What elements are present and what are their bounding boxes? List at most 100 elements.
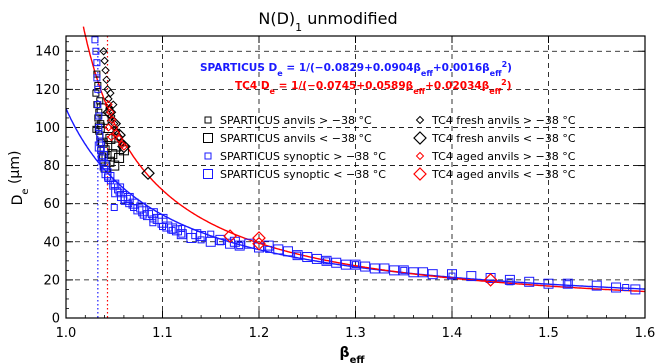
- point-sparticus-synoptic-38-c: [379, 263, 390, 274]
- point-sparticus-synoptic-38-c: [93, 74, 101, 82]
- point-tc4-fresh-anvils-38-c: [102, 105, 117, 120]
- point-sparticus-synoptic-38-c: [427, 269, 438, 280]
- point-sparticus-synoptic-38-c: [389, 265, 400, 276]
- y-label-main: D: [10, 195, 26, 206]
- point-sparticus-anvils-38-c: [92, 89, 100, 97]
- y-tick-label: 20: [43, 273, 60, 288]
- x-tick-label: 1.1: [152, 326, 173, 341]
- tc4-fit-end: ): [507, 80, 512, 92]
- sparticus-fit-mid: +0.0016β: [433, 62, 490, 74]
- point-sparticus-synoptic-38-c: [524, 276, 535, 287]
- x-tick-label: 1.3: [345, 326, 366, 341]
- point-sparticus-synoptic-38-c: [116, 191, 127, 202]
- point-sparticus-anvils-38-c: [94, 82, 102, 90]
- point-tc4-fresh-anvils-38-c: [101, 66, 110, 75]
- y-tick-label: 0: [52, 312, 60, 327]
- point-sparticus-synoptic-38-c: [244, 238, 255, 249]
- point-sparticus-synoptic-38-c: [111, 187, 122, 198]
- point-sparticus-anvils-38-c: [107, 149, 118, 160]
- y-tick-label: 60: [43, 197, 60, 212]
- tc4-fit-equation: TC4 De = 1/(−0.0745+0.0589βeff+0.02034βe…: [235, 78, 512, 96]
- point-sparticus-synoptic-38-c: [292, 250, 303, 261]
- point-tc4-fresh-anvils-38-c: [106, 88, 115, 98]
- point-sparticus-synoptic-38-c: [294, 251, 302, 259]
- point-sparticus-synoptic-38-c: [92, 47, 100, 55]
- point-sparticus-synoptic-38-c: [350, 259, 361, 270]
- tc4-fit-label: TC4 D: [235, 80, 270, 92]
- point-sparticus-synoptic-38-c: [630, 284, 641, 295]
- chart-title: N(D)1 unmodified: [258, 9, 397, 34]
- point-sparticus-synoptic-38-c: [123, 192, 134, 203]
- point-sparticus-synoptic-38-c: [110, 203, 118, 211]
- point-sparticus-synoptic-38-c: [369, 263, 380, 274]
- point-sparticus-synoptic-38-c: [408, 267, 419, 278]
- legend-marker: [413, 131, 427, 145]
- point-sparticus-synoptic-38-c: [94, 101, 102, 109]
- axis-ticks: 1.0 1.1 1.2 1.3 1.4 1.5 1.6 0 20 40 60 80 100 120 140: [35, 36, 655, 341]
- y-label-unit: (μm): [7, 151, 23, 189]
- point-sparticus-synoptic-38-c: [93, 59, 101, 67]
- sparticus-fit-equation: SPARTICUS De = 1/(−0.0829+0.0904βeff+0.0…: [200, 60, 512, 78]
- point-sparticus-synoptic-38-c: [611, 282, 622, 293]
- tc4-fit-mid: +0.02034β: [425, 80, 490, 92]
- point-sparticus-synoptic-38-c: [321, 255, 332, 266]
- legend-label: TC4 aged anvils < −38 °C: [431, 168, 576, 181]
- sparticus-fit-sub2: eff: [490, 69, 502, 78]
- point-tc4-aged-anvils-38-c: [104, 100, 113, 109]
- point-sparticus-synoptic-38-c: [114, 183, 125, 194]
- sparticus-fit-sub1: eff: [421, 69, 433, 78]
- legend-label: SPARTICUS anvils > −38 °C: [220, 114, 372, 127]
- point-sparticus-synoptic-38-c: [136, 202, 147, 213]
- x-label-subscript: eff: [350, 355, 366, 364]
- point-sparticus-synoptic-38-c: [282, 246, 293, 257]
- point-sparticus-synoptic-38-c: [157, 213, 168, 224]
- tc4-fit-sup: 2: [501, 78, 507, 87]
- point-sparticus-synoptic-38-c: [447, 269, 457, 280]
- legend-marker: [415, 115, 425, 125]
- point-sparticus-synoptic-38-c: [400, 266, 408, 274]
- point-sparticus-synoptic-38-c: [562, 278, 573, 289]
- x-tick-label: 1.5: [538, 326, 559, 341]
- point-sparticus-synoptic-38-c: [120, 194, 131, 205]
- grid: [66, 36, 645, 318]
- title-main: N(D): [258, 9, 295, 28]
- point-tc4-aged-anvils-38-c: [104, 123, 113, 132]
- title-subscript: 1: [295, 21, 302, 34]
- point-sparticus-synoptic-38-c: [504, 274, 515, 285]
- sparticus-fit-label: SPARTICUS D: [200, 62, 278, 74]
- point-sparticus-synoptic-38-c: [96, 131, 104, 139]
- x-tick-label: 1.0: [56, 326, 77, 341]
- point-tc4-aged-anvils-38-c: [119, 142, 129, 151]
- point-sparticus-synoptic-38-c: [215, 234, 226, 245]
- point-sparticus-synoptic-38-c: [273, 244, 284, 255]
- point-sparticus-synoptic-38-c: [254, 242, 264, 253]
- sparticus-fit-end: ): [507, 62, 512, 74]
- sparticus-fit-label-sub: e: [277, 69, 283, 78]
- tc4-fit-curve: [82, 26, 646, 293]
- point-sparticus-synoptic-38-c: [94, 141, 105, 152]
- point-tc4-aged-anvils-38-c: [108, 115, 117, 125]
- sparticus-fit-formula: = 1/(−0.0829+0.0904β: [283, 62, 422, 74]
- legend-label: TC4 fresh anvils < −38 °C: [431, 132, 576, 145]
- point-sparticus-synoptic-38-c: [94, 85, 102, 93]
- x-tick-label: 1.6: [635, 326, 656, 341]
- legend-label: SPARTICUS synoptic > −38 °C: [220, 150, 386, 163]
- y-label-subscript: e: [20, 188, 31, 194]
- legend-label: TC4 fresh anvils > −38 °C: [431, 114, 576, 127]
- x-label-main: β: [340, 345, 350, 361]
- point-tc4-fresh-anvils-38-c: [104, 94, 113, 104]
- sparticus-fit-sup: 2: [502, 60, 508, 69]
- y-tick-label: 120: [35, 83, 60, 98]
- point-sparticus-synoptic-38-c: [311, 253, 322, 264]
- point-tc4-aged-anvils-38-c: [223, 229, 237, 243]
- asymptote-lines: [97, 36, 109, 318]
- legend-label: TC4 aged anvils > −38 °C: [431, 150, 576, 163]
- point-sparticus-synoptic-38-c: [352, 261, 359, 269]
- point-sparticus-synoptic-38-c: [622, 284, 630, 292]
- point-sparticus-synoptic-38-c: [543, 278, 554, 289]
- tc4-fit-sub2: eff: [489, 87, 501, 96]
- point-tc4-fresh-anvils-38-c: [141, 166, 155, 181]
- point-sparticus-synoptic-38-c: [97, 151, 108, 162]
- point-tc4-aged-anvils-38-c: [111, 128, 121, 138]
